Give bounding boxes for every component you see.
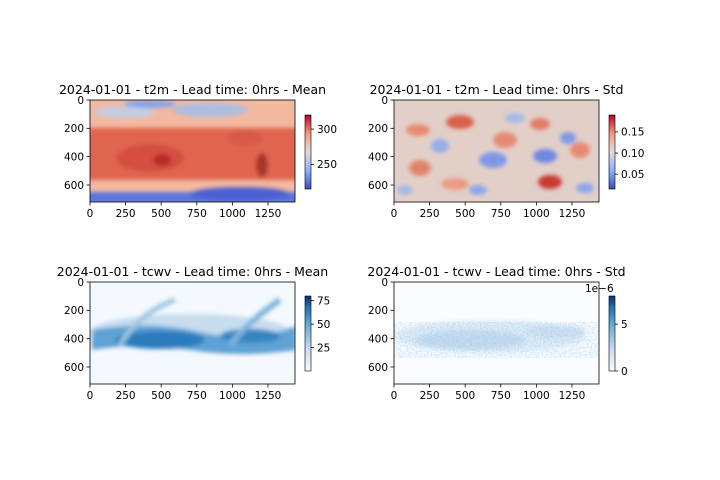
y-axis: 0 200 400 600 [368, 95, 394, 192]
axes-frame [393, 99, 600, 203]
x-axis: 0 250 500 750 1000 1250 [391, 202, 586, 220]
axes-frame [393, 281, 600, 385]
x-tick-label: 750 [491, 390, 511, 402]
x-tick-label: 500 [151, 390, 171, 402]
x-tick-label: 1250 [559, 208, 586, 220]
colorbar-ticks: 05 [615, 319, 628, 378]
colorbar-tick-label: 0.05 [621, 169, 644, 181]
y-tick-label: 600 [64, 180, 84, 192]
x-tick-label: 1000 [219, 390, 246, 402]
x-tick-label: 750 [491, 208, 511, 220]
colorbar-tick-label: 300 [317, 124, 337, 136]
panel-title: 2024-01-01 - t2m - Lead time: 0hrs - Mea… [59, 82, 326, 97]
x-tick-label: 750 [187, 208, 207, 220]
colorbar [608, 114, 616, 190]
x-tick-label: 1000 [523, 390, 550, 402]
colorbar-tick-label: 0.15 [621, 127, 644, 139]
x-tick-label: 750 [187, 390, 207, 402]
y-tick-label: 400 [368, 333, 388, 345]
x-tick-label: 1250 [559, 390, 586, 402]
panel-title: 2024-01-01 - tcwv - Lead time: 0hrs - St… [367, 264, 625, 279]
x-tick-label: 0 [87, 208, 94, 220]
x-axis: 0 250 500 750 1000 1250 [87, 202, 282, 220]
x-tick-label: 0 [391, 390, 398, 402]
colorbar-exponent: 1e−6 [585, 283, 614, 295]
x-tick-label: 1250 [255, 390, 282, 402]
colorbar-ticks: 25 50 75 [311, 295, 330, 354]
colorbar-tick-label: 50 [317, 319, 330, 331]
panel-title: 2024-01-01 - tcwv - Lead time: 0hrs - Me… [57, 264, 328, 279]
y-tick-label: 600 [368, 180, 388, 192]
y-tick-label: 400 [368, 151, 388, 163]
x-tick-label: 500 [455, 390, 475, 402]
heatmap-image [90, 100, 295, 202]
y-tick-label: 400 [64, 151, 84, 163]
colorbar-tick-label: 0.10 [621, 148, 644, 160]
panel-t2m-std: 2024-01-01 - t2m - Lead time: 0hrs - Std [368, 82, 644, 220]
heatmap-image [394, 100, 599, 202]
y-tick-label: 600 [64, 362, 84, 374]
panel-tcwv-mean: 2024-01-01 - tcwv - Lead time: 0hrs - Me… [57, 264, 331, 402]
colorbar-tick-label: 0 [621, 366, 628, 378]
x-tick-label: 250 [420, 208, 440, 220]
panel-tcwv-std: 2024-01-01 - tcwv - Lead time: 0hrs - St… [367, 264, 627, 402]
y-tick-label: 600 [368, 362, 388, 374]
y-tick-label: 200 [64, 123, 84, 135]
colorbar [304, 295, 312, 372]
x-tick-label: 500 [151, 208, 171, 220]
colorbar-ticks: 0.05 0.10 0.15 [615, 127, 644, 181]
y-axis: 0 200 400 600 [64, 277, 90, 374]
colorbar [608, 295, 616, 372]
x-axis: 0 250 500 750 1000 1250 [87, 384, 282, 402]
heatmap-image [90, 282, 295, 384]
colorbar-tick-label: 75 [317, 295, 330, 307]
y-tick-label: 200 [368, 305, 388, 317]
x-tick-label: 0 [391, 208, 398, 220]
panel-title: 2024-01-01 - t2m - Lead time: 0hrs - Std [370, 82, 624, 97]
y-tick-label: 200 [64, 305, 84, 317]
y-tick-label: 0 [381, 277, 388, 289]
heatmap-image [394, 282, 599, 384]
x-tick-label: 1000 [219, 208, 246, 220]
y-tick-label: 0 [381, 95, 388, 107]
x-tick-label: 250 [116, 390, 136, 402]
x-tick-label: 500 [455, 208, 475, 220]
colorbar-tick-label: 5 [621, 319, 628, 331]
y-axis: 0 200 400 600 [64, 95, 90, 192]
x-tick-label: 1000 [523, 208, 550, 220]
colorbar [304, 114, 312, 190]
colorbar-ticks: 250 300 [311, 124, 337, 171]
x-tick-label: 0 [87, 390, 94, 402]
y-tick-label: 0 [77, 277, 84, 289]
y-axis: 0 200 400 600 [368, 277, 394, 374]
y-tick-label: 200 [368, 123, 388, 135]
axes-frame [89, 281, 296, 385]
x-tick-label: 250 [116, 208, 136, 220]
y-tick-label: 0 [77, 95, 84, 107]
y-tick-label: 400 [64, 333, 84, 345]
axes-frame [89, 99, 296, 203]
x-tick-label: 250 [420, 390, 440, 402]
colorbar-tick-label: 250 [317, 159, 337, 171]
x-tick-label: 1250 [255, 208, 282, 220]
x-axis: 0 250 500 750 1000 1250 [391, 384, 586, 402]
colorbar-tick-label: 25 [317, 342, 330, 354]
panel-t2m-mean: 2024-01-01 - t2m - Lead time: 0hrs - Mea… [59, 82, 337, 220]
